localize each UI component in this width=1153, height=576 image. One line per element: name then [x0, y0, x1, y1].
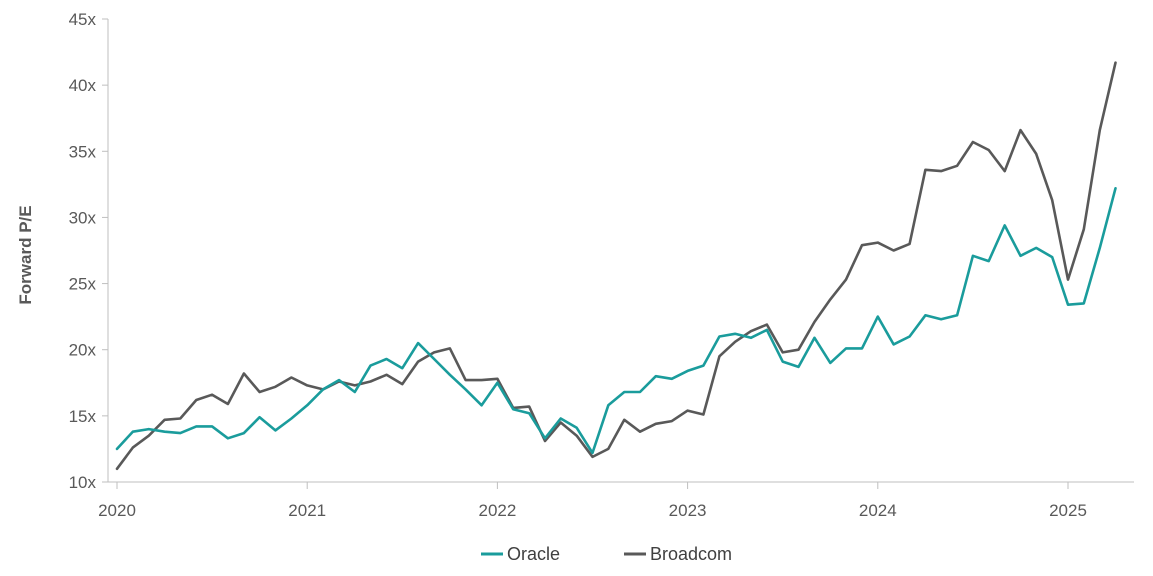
x-tick-label: 2022: [478, 501, 516, 520]
legend-label-oracle: Oracle: [507, 544, 560, 564]
y-tick-label: 45x: [69, 10, 97, 29]
x-axis: 2020 2021 2022 2023 2024 2025: [98, 482, 1087, 520]
x-tick-label: 2020: [98, 501, 136, 520]
x-tick-label: 2024: [859, 501, 897, 520]
legend-label-broadcom: Broadcom: [650, 544, 732, 564]
series-line-oracle: [115, 187, 1117, 455]
series-line-broadcom: [115, 61, 1117, 471]
x-tick-label: 2021: [288, 501, 326, 520]
y-tick-label: 35x: [69, 142, 97, 161]
y-axis: 10x 15x 20x 25x 30x 35x 40x 45x: [69, 10, 108, 492]
y-tick-label: 25x: [69, 275, 97, 294]
y-tick-label: 30x: [69, 208, 97, 227]
legend: Oracle Broadcom: [481, 544, 732, 564]
x-tick-label: 2025: [1049, 501, 1087, 520]
y-tick-label: 15x: [69, 407, 97, 426]
y-tick-label: 10x: [69, 473, 97, 492]
series-layer: [115, 61, 1117, 471]
y-tick-label: 20x: [69, 341, 97, 360]
y-tick-label: 40x: [69, 76, 97, 95]
x-tick-label: 2023: [669, 501, 707, 520]
y-axis-title: Forward P/E: [16, 205, 35, 304]
